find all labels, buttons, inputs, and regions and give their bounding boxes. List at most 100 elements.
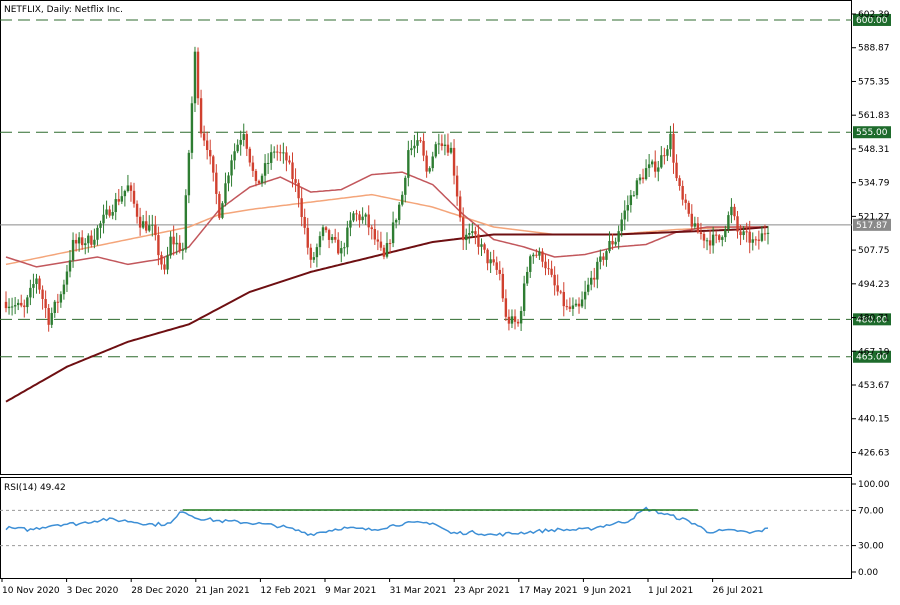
candle-body	[699, 232, 703, 234]
candle-body	[26, 297, 29, 308]
candle-body	[10, 306, 14, 308]
candle-body	[266, 162, 270, 164]
candle-body	[577, 303, 581, 307]
candle-body	[629, 195, 633, 206]
candle-body	[93, 239, 96, 245]
candle-body	[690, 213, 693, 227]
candle-body	[333, 237, 337, 240]
candle-body	[297, 182, 300, 199]
candle-body	[538, 251, 541, 256]
candle-body	[96, 227, 99, 240]
x-tick-label: 9 Jun 2021	[583, 586, 631, 596]
candle-body	[513, 316, 517, 322]
candle-body	[742, 231, 745, 236]
x-tick-label: 1 Jul 2021	[648, 586, 693, 596]
support-resistance-lines: 600.00 555.00 480.00 465.00 517.87	[0, 13, 891, 363]
candle-body	[138, 216, 142, 228]
candle-body	[346, 227, 349, 248]
candle-body	[605, 251, 608, 260]
candle-body	[599, 256, 602, 262]
candle-body	[532, 254, 535, 257]
rsi-tick-label: 100.00	[858, 480, 890, 490]
candle-body	[300, 198, 303, 217]
candle-body	[20, 302, 23, 306]
candle-body	[227, 175, 230, 184]
candle-body	[135, 203, 139, 217]
candle-body	[590, 277, 593, 285]
candle-body	[361, 216, 364, 221]
candle-body	[141, 221, 145, 228]
candle-body	[245, 134, 248, 149]
candle-body	[157, 235, 160, 256]
candle-body	[166, 255, 169, 270]
candle-body	[224, 183, 227, 204]
candle-body	[596, 261, 599, 280]
candle-body	[410, 148, 413, 151]
price-tick-label: 561.83	[858, 111, 890, 121]
candle-body	[718, 235, 721, 240]
candle-body	[193, 51, 197, 104]
candle-body	[29, 287, 32, 298]
candle-body	[4, 301, 8, 309]
candle-body	[117, 199, 120, 202]
candle-body	[199, 98, 203, 134]
candle-body	[602, 256, 605, 260]
candle-body	[556, 285, 559, 292]
candle-body	[654, 161, 657, 172]
candle-body	[242, 134, 245, 140]
candle-body	[330, 237, 334, 240]
candle-body	[669, 133, 672, 150]
candle-body	[708, 240, 712, 246]
price-tick-label: 575.35	[858, 77, 890, 87]
candle-body	[416, 140, 419, 146]
candle-body	[32, 284, 35, 288]
candle-body	[364, 214, 367, 217]
candle-body	[428, 168, 431, 172]
candle-body	[644, 168, 648, 180]
rsi-tick-label: 30.00	[858, 542, 884, 552]
candle-body	[379, 241, 383, 248]
candle-body	[452, 147, 456, 176]
candle-body	[129, 185, 133, 191]
candle-body	[269, 152, 273, 163]
candle-body	[647, 164, 651, 169]
candle-body	[623, 210, 626, 220]
candle-body	[471, 231, 474, 234]
candle-body	[7, 306, 11, 309]
price-tick-label: 467.19	[858, 347, 890, 357]
candle-body	[480, 244, 483, 247]
candle-body	[705, 240, 709, 242]
price-tick-label: 534.79	[858, 179, 890, 189]
candle-body	[288, 160, 291, 163]
candle-body	[544, 261, 547, 269]
x-tick-label: 21 Jan 2021	[196, 586, 250, 596]
candle-body	[394, 219, 398, 223]
candle-body	[608, 240, 611, 252]
candle-body	[236, 144, 239, 152]
candle-body	[108, 209, 111, 216]
candle-body	[160, 255, 163, 265]
candle-body	[580, 299, 584, 307]
candle-body	[465, 234, 468, 241]
candle-body	[754, 239, 758, 241]
candle-body	[593, 277, 596, 280]
candle-body	[151, 224, 154, 226]
candle-body	[285, 152, 288, 161]
candle-body	[105, 209, 108, 215]
candle-body	[757, 239, 761, 241]
x-tick-label: 9 Mar 2021	[325, 586, 376, 596]
candle-body	[215, 172, 218, 194]
candle-body	[74, 239, 78, 244]
candle-body	[407, 150, 410, 178]
candle-body	[123, 190, 127, 197]
candle-body	[553, 274, 556, 286]
rsi-line	[5, 506, 769, 537]
candle-body	[666, 149, 669, 156]
candle-body	[190, 103, 194, 153]
candle-body	[212, 156, 215, 173]
level-tag-label: 555.00	[856, 128, 888, 138]
candle-body	[154, 224, 157, 236]
candle-body	[501, 273, 505, 299]
candle-body	[446, 144, 450, 153]
candle-body	[59, 294, 63, 303]
